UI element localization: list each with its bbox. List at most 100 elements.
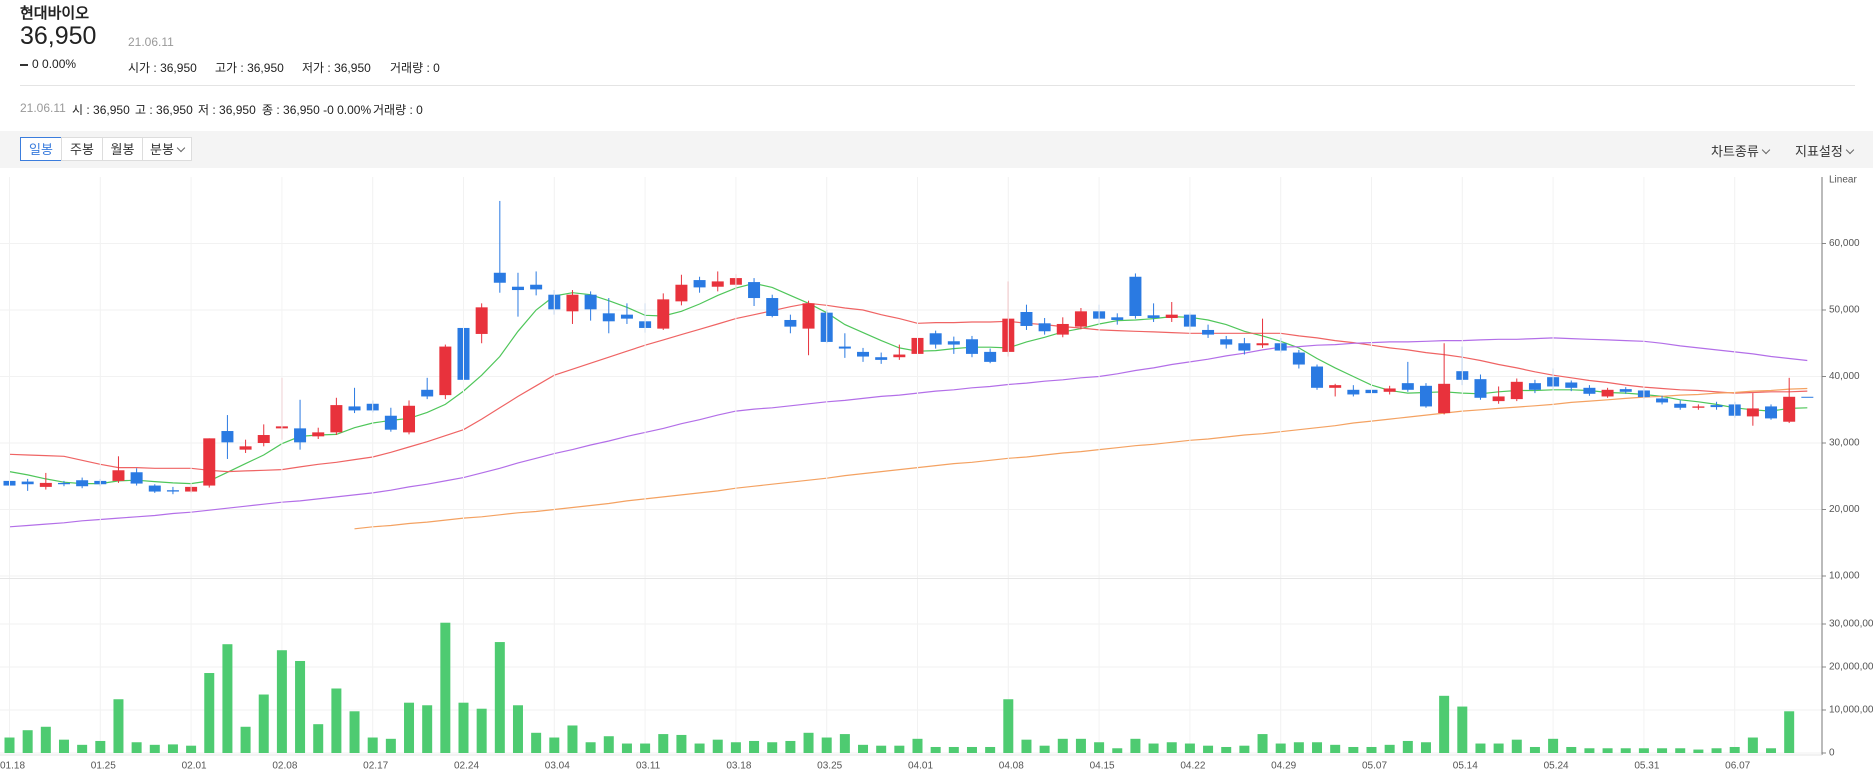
volume-bar — [1729, 746, 1740, 753]
change-rate: 0.00% — [42, 57, 77, 71]
candle-body — [1238, 343, 1251, 351]
candle-body — [1656, 398, 1669, 403]
stock-price: 36,950 — [20, 22, 97, 50]
volume-bar — [1693, 749, 1704, 753]
info-high: 고 : 36,950 — [135, 103, 193, 117]
volume-bar — [1566, 746, 1577, 753]
candle-body — [312, 432, 325, 437]
volume-bar — [1003, 699, 1014, 753]
y-tick-label: 20,000,000 — [1829, 662, 1873, 673]
volume-bar — [1493, 743, 1504, 753]
candle-body — [893, 354, 906, 358]
y-tick-label: 60,000 — [1829, 238, 1860, 249]
volume-bar — [331, 688, 342, 753]
candle-body — [1419, 385, 1432, 407]
volume-bar — [349, 711, 360, 753]
candle-body — [766, 298, 779, 316]
volume-bar — [803, 732, 814, 753]
candle-body — [330, 405, 343, 433]
volume-bar — [858, 744, 869, 753]
candle-body — [1111, 317, 1124, 320]
candle-body — [1311, 366, 1324, 388]
candle-body — [39, 482, 52, 487]
volume-bar — [1330, 744, 1341, 753]
candle-body — [439, 346, 452, 396]
candle-body — [693, 280, 706, 288]
candle-body — [203, 438, 216, 486]
candle-body — [657, 299, 670, 329]
volume-bar — [1057, 738, 1068, 753]
x-tick-label: 02.08 — [272, 761, 297, 772]
candle-body — [1202, 329, 1215, 335]
x-tick-label: 04.08 — [999, 761, 1024, 772]
period-button[interactable]: 분봉 — [142, 137, 192, 161]
volume-bar — [404, 702, 415, 753]
x-tick-label: 03.18 — [726, 761, 751, 772]
candle-body — [929, 333, 942, 345]
candle-body — [1601, 389, 1614, 397]
volume-bar — [1293, 742, 1304, 753]
candle-body — [294, 428, 307, 443]
volume-bar — [1420, 742, 1431, 753]
candle-body — [711, 281, 724, 287]
candle-body — [57, 482, 70, 485]
volume-bar — [730, 742, 741, 753]
candle-body — [1510, 381, 1523, 400]
volume-bar — [658, 734, 669, 753]
period-button[interactable]: 월봉 — [102, 137, 143, 161]
volume-bar — [1711, 748, 1722, 753]
volume-bar — [1657, 748, 1668, 753]
volume-bar — [40, 726, 51, 753]
volume-bar — [531, 732, 542, 753]
candle-body — [620, 314, 633, 319]
toolbar: 일봉 주봉 월봉 분봉 차트종류 지표설정 — [0, 131, 1873, 168]
y-tick-label: 20,000 — [1829, 504, 1860, 515]
volume-bar — [985, 746, 996, 753]
stock-name: 현대바이오 — [20, 5, 90, 22]
volume-bar — [1620, 748, 1631, 753]
candle-body — [384, 415, 397, 430]
volume-bar — [113, 699, 124, 753]
period-button[interactable]: 일봉 — [20, 137, 62, 161]
candle-body — [675, 284, 688, 302]
volume-bar — [603, 736, 614, 753]
volume-bar — [276, 650, 287, 753]
volume-bar — [95, 740, 106, 753]
candle-body — [584, 294, 597, 310]
candle-body — [475, 307, 488, 334]
moving-average-line — [9, 302, 1808, 473]
x-tick-label: 04.15 — [1090, 761, 1115, 772]
menu-button[interactable]: 차트종류 — [1711, 141, 1771, 160]
volume-bar — [440, 622, 451, 753]
candle-body — [1347, 389, 1360, 395]
candle-body — [348, 406, 361, 411]
volume-bar — [4, 737, 15, 753]
x-tick-label: 05.31 — [1634, 761, 1659, 772]
info-close: 종 : 36,950 -0 0.00% — [262, 103, 372, 117]
moving-average-line — [9, 337, 1808, 528]
menu-button[interactable]: 지표설정 — [1795, 141, 1855, 160]
x-tick-label: 03.25 — [817, 761, 842, 772]
volume-bar — [767, 742, 778, 753]
y-tick-label: 40,000 — [1829, 371, 1860, 382]
volume-bar — [1021, 739, 1032, 753]
period-button[interactable]: 주봉 — [61, 137, 103, 161]
candle-body — [257, 435, 270, 443]
volume-bar — [222, 644, 233, 753]
candle-body — [1401, 383, 1414, 390]
y-tick-label: 30,000,000 — [1829, 619, 1873, 630]
candle-body — [1038, 323, 1051, 332]
volume-bar — [1184, 743, 1195, 753]
volume-bar — [785, 740, 796, 753]
candle-body — [1528, 383, 1541, 390]
flat-mark — [20, 63, 28, 66]
candle-body — [76, 480, 89, 487]
y-tick-label: 10,000 — [1829, 571, 1860, 582]
quote-date: 21.06.11 — [128, 35, 174, 49]
x-tick-label: 04.01 — [908, 761, 933, 772]
volume-bar — [167, 744, 178, 753]
x-tick-label: 05.07 — [1362, 761, 1387, 772]
candle-body — [112, 470, 125, 481]
volume-bar — [512, 705, 523, 753]
x-tick-label: 05.14 — [1453, 761, 1478, 772]
